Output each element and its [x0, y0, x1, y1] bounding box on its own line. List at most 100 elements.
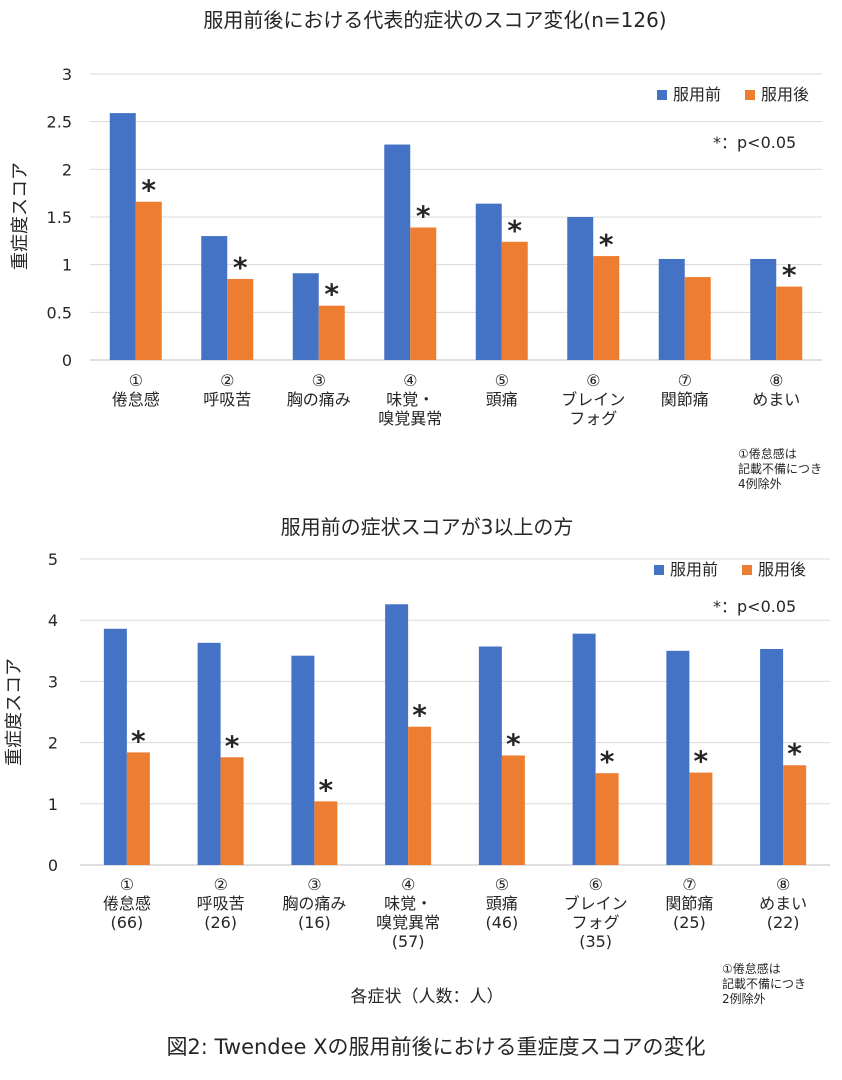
category-label: 嗅覚異常 — [376, 913, 440, 932]
category-label: (46) — [485, 913, 518, 932]
category-label: ① — [120, 875, 134, 894]
category-label: めまい — [752, 390, 800, 409]
significance-marker: * — [319, 773, 334, 806]
y-axis-label: 重症度スコア — [4, 658, 25, 766]
y-tick-label: 1 — [48, 795, 58, 814]
footnote: 記載不備につき — [722, 976, 806, 991]
category-label: 呼吸苦 — [203, 390, 251, 409]
category-label: 嗅覚異常 — [378, 409, 442, 428]
y-axis-label: 重症度スコア — [10, 162, 31, 270]
y-tick-label: 1.5 — [47, 208, 72, 227]
bar-before — [384, 144, 411, 360]
significance-marker: * — [782, 259, 797, 292]
category-label: ② — [220, 371, 234, 390]
bar-before — [292, 273, 319, 360]
bar-after — [126, 752, 150, 865]
category-label: ⑧ — [769, 371, 783, 390]
category-label: 胸の痛み — [287, 390, 351, 409]
bar-after — [408, 726, 432, 865]
legend-label-after: 服用後 — [758, 560, 806, 579]
category-label: ④ — [403, 371, 417, 390]
bar-before — [291, 655, 315, 865]
x-axis-label: 各症状（人数：人） — [351, 987, 504, 1007]
legend-swatch-after — [742, 565, 752, 575]
y-tick-label: 0.5 — [47, 303, 72, 322]
bar-after — [776, 286, 803, 360]
bar-after — [318, 305, 345, 360]
category-label: ⑧ — [776, 875, 790, 894]
significance-marker: * — [233, 251, 248, 284]
figure-caption: 図2: Twendee Xの服用前後における重症度スコアの変化 — [166, 1035, 705, 1059]
category-label: (16) — [298, 913, 331, 932]
legend-swatch-before — [654, 565, 664, 575]
footnote: ①倦怠感は — [722, 961, 781, 976]
bar-after — [410, 227, 437, 360]
category-label: ② — [213, 875, 227, 894]
chart-title: 服用前後における代表的症状のスコア変化(n=126) — [203, 8, 666, 32]
category-label: 頭痛 — [486, 390, 518, 409]
chart-title: 服用前の症状スコアが3以上の方 — [281, 515, 574, 539]
category-label: (66) — [110, 913, 143, 932]
bar-after — [783, 765, 807, 865]
category-label: フォグ — [572, 913, 620, 932]
bar-before — [103, 628, 127, 865]
y-tick-label: 1 — [62, 256, 72, 275]
bar-before — [385, 604, 409, 865]
y-tick-label: 2 — [62, 160, 72, 179]
bar-before — [197, 642, 221, 865]
legend-swatch-before — [657, 90, 667, 100]
y-tick-label: 0 — [62, 351, 72, 370]
category-label: ブレイン — [564, 894, 628, 913]
y-tick-label: 3 — [48, 672, 58, 691]
bar-after — [314, 801, 338, 865]
bar-after — [135, 201, 162, 360]
category-label: (35) — [579, 932, 612, 951]
category-label: ③ — [312, 371, 326, 390]
bar-before — [567, 217, 594, 360]
y-tick-label: 5 — [48, 550, 58, 569]
y-tick-label: 0 — [48, 856, 58, 875]
category-label: ⑤ — [495, 875, 509, 894]
category-label: めまい — [759, 894, 807, 913]
y-tick-label: 2.5 — [47, 113, 72, 132]
category-label: ⑤ — [495, 371, 509, 390]
significance-marker: * — [141, 174, 156, 207]
legend-label-before: 服用前 — [670, 560, 718, 579]
bar-before — [572, 633, 596, 865]
bar-after — [689, 772, 713, 865]
legend-swatch-after — [745, 90, 755, 100]
footnote: 4例除外 — [738, 476, 782, 491]
bar-after — [684, 277, 711, 360]
significance-marker: * — [599, 228, 614, 261]
category-label: (26) — [204, 913, 237, 932]
category-label: (25) — [673, 913, 706, 932]
bar-before — [109, 113, 136, 360]
category-label: ⑦ — [682, 875, 696, 894]
bar-before — [666, 650, 690, 865]
bar-before — [760, 648, 784, 865]
bar-after — [501, 241, 528, 360]
category-label: 頭痛 — [486, 894, 518, 913]
bar-before — [750, 258, 777, 360]
category-label: 味覚・ — [386, 390, 434, 409]
significance-marker: * — [507, 214, 522, 247]
significance-marker: * — [600, 745, 615, 778]
significance-marker: * — [506, 727, 521, 760]
significance-marker: * — [225, 729, 240, 762]
significance-note: *：p<0.05 — [713, 597, 796, 616]
significance-marker: * — [787, 737, 802, 770]
category-label: 倦怠感 — [103, 894, 151, 913]
category-label: ① — [129, 371, 143, 390]
bar-after — [227, 278, 254, 360]
footnote: 2例除外 — [722, 991, 766, 1006]
category-label: 味覚・ — [384, 894, 432, 913]
footnote: ①倦怠感は — [738, 446, 797, 461]
category-label: (22) — [767, 913, 800, 932]
bar-after — [501, 755, 525, 865]
bar-after — [593, 256, 620, 360]
bar-before — [658, 258, 685, 360]
category-label: (57) — [392, 932, 425, 951]
bar-before — [478, 646, 502, 865]
